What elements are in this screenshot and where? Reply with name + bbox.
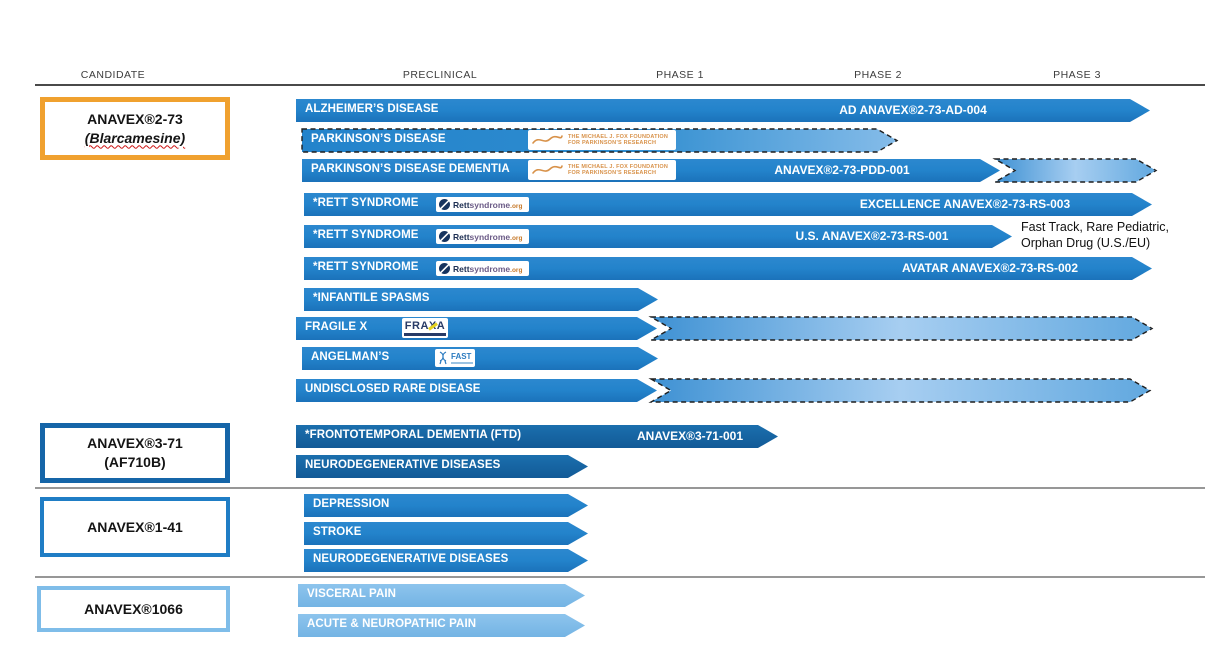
fast-ribbon-icon	[439, 351, 447, 365]
bar-label-undisclosed: UNDISCLOSED RARE DISEASE	[305, 383, 481, 395]
bar-alzheimers	[296, 99, 1150, 122]
bar-label-rett-avatar: *RETT SYNDROME	[313, 261, 419, 273]
bar-label-pdd: PARKINSON’S DISEASE DEMENTIA	[311, 163, 510, 175]
candidate-name: ANAVEX®1066	[84, 600, 183, 617]
column-header-candidate: CANDIDATE	[80, 69, 146, 81]
bar-label-acute-pain: ACUTE & NEUROPATHIC PAIN	[307, 618, 477, 630]
bar-neuro-141	[304, 549, 588, 572]
rettsyndrome-org-logo: Rettsyndrome.org	[436, 197, 529, 212]
mjff-figure-icon	[532, 135, 563, 144]
fraxa-logo: FRAXA	[402, 318, 448, 338]
bar-label-ftd: *FRONTOTEMPORAL DEMENTIA (FTD)	[305, 429, 522, 441]
bar-ext-pdd	[992, 158, 1158, 183]
fraxa-banner	[404, 333, 446, 336]
bar-label-fragile-x: FRAGILE X	[305, 321, 368, 333]
bar-sublabel-pdd: ANAVEX®2-73-PDD-001	[774, 163, 910, 177]
candidate-box-anavex-3-71: ANAVEX®3-71 (AF710B)	[40, 423, 230, 483]
bar-label-angelmans: ANGELMAN’S	[311, 351, 390, 363]
candidate-box-anavex-1-41: ANAVEX®1-41	[40, 497, 230, 557]
bar-visceral-pain	[298, 584, 585, 607]
candidate-name: ANAVEX®2-73	[87, 110, 183, 127]
bar-label-alzheimers: ALZHEIMER’S DISEASE	[305, 103, 439, 115]
candidate-alias: (AF710B)	[104, 454, 166, 470]
bar-acute-pain	[298, 614, 585, 637]
bar-angelmans	[302, 347, 658, 370]
bar-sublabel-ftd: ANAVEX®3-71-001	[637, 429, 743, 443]
bar-fragile-x	[296, 317, 657, 340]
column-header-phase-2: PHASE 2	[854, 69, 902, 81]
rettsyndrome-org-logo: Rettsyndrome.org	[436, 261, 529, 276]
candidate-box-anavex-2-73: ANAVEX®2-73 (Blarcamesine)	[40, 97, 230, 160]
bar-ext-fragile-x	[648, 316, 1154, 341]
michael-j-fox-foundation-logo: THE MICHAEL J. FOX FOUNDATION FOR PARKINS…	[528, 130, 676, 150]
bar-label-rett-us: *RETT SYNDROME	[313, 229, 419, 241]
bar-infantile-spasms	[304, 288, 658, 311]
column-header-phase-3: PHASE 3	[1053, 69, 1101, 81]
bar-label-stroke: STROKE	[313, 526, 362, 538]
mjff-figure-icon	[532, 165, 563, 174]
bar-stroke	[304, 522, 588, 545]
regulatory-designations-note: Fast Track, Rare Pediatric, Orphan Drug …	[1021, 220, 1169, 250]
column-header-phase-1: PHASE 1	[656, 69, 704, 81]
bar-undisclosed	[296, 379, 657, 402]
bar-sublabel-rett-us: U.S. ANAVEX®2-73-RS-001	[795, 229, 949, 243]
rettsyndrome-circle-icon	[439, 199, 450, 210]
bar-sublabel-rett-excellence: EXCELLENCE ANAVEX®2-73-RS-003	[859, 197, 1071, 211]
rettsyndrome-circle-icon	[439, 231, 450, 242]
michael-j-fox-foundation-logo: THE MICHAEL J. FOX FOUNDATION FOR PARKINS…	[528, 160, 676, 180]
header-underline	[35, 84, 1205, 86]
bar-ftd	[296, 425, 778, 448]
rettsyndrome-org-logo: Rettsyndrome.org	[436, 229, 529, 244]
candidate-name: ANAVEX®1-41	[87, 518, 183, 535]
candidate-alias: (Blarcamesine)	[84, 129, 186, 146]
bar-label-infantile-spasms: *INFANTILE SPASMS	[313, 292, 430, 304]
candidate-box-anavex-1066: ANAVEX®1066	[37, 586, 230, 632]
bar-sublabel-rett-avatar: AVATAR ANAVEX®2-73-RS-002	[902, 261, 1078, 275]
bar-neuro-371	[296, 455, 588, 478]
fast-foundation-logo: FAST	[435, 349, 475, 367]
section-separator	[35, 576, 1205, 578]
section-separator	[35, 487, 1205, 489]
bar-label-neuro-141: NEURODEGENERATIVE DISEASES	[313, 553, 509, 565]
rettsyndrome-circle-icon	[439, 263, 450, 274]
bar-label-parkinsons: PARKINSON’S DISEASE	[311, 133, 446, 145]
bar-label-rett-excellence: *RETT SYNDROME	[313, 197, 419, 209]
bar-sublabel-alzheimers: AD ANAVEX®2-73-AD-004	[839, 103, 987, 117]
column-header-preclinical: PRECLINICAL	[402, 69, 478, 81]
bar-label-visceral-pain: VISCERAL PAIN	[307, 588, 397, 600]
bar-label-depression: DEPRESSION	[313, 498, 390, 510]
bar-depression	[304, 494, 588, 517]
bar-label-neuro-371: NEURODEGENERATIVE DISEASES	[305, 459, 501, 471]
bar-ext-undisclosed	[648, 378, 1152, 403]
candidate-name: ANAVEX®3-71	[87, 435, 183, 451]
